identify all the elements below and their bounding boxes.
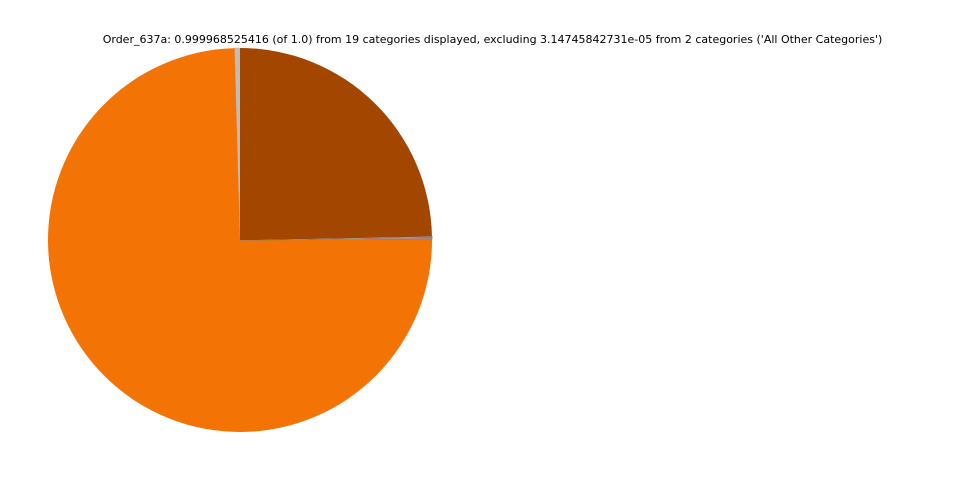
- pie-slice-0: [234, 47, 241, 241]
- pie-slice-18: [240, 48, 432, 240]
- chart-title: Order_637a: 0.999968525416 (of 1.0) from…: [102, 33, 883, 46]
- pie-slice-17: [239, 235, 433, 241]
- pie-slice-1: [48, 48, 432, 433]
